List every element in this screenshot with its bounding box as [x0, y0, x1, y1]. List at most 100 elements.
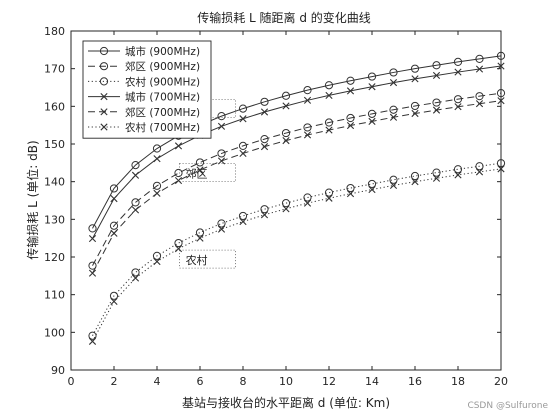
data-point — [389, 181, 398, 190]
data-point — [432, 98, 441, 107]
data-point — [411, 109, 419, 118]
y-tick-label: 180 — [44, 25, 65, 38]
data-point — [453, 165, 463, 174]
data-point — [217, 157, 226, 165]
data-point — [432, 106, 441, 114]
x-tick-label: 18 — [451, 375, 465, 388]
data-point — [174, 168, 183, 178]
data-point — [239, 218, 247, 226]
data-point — [88, 269, 97, 277]
data-point — [346, 113, 355, 123]
data-point — [131, 268, 140, 277]
data-point — [260, 143, 269, 151]
data-point — [281, 199, 291, 208]
data-point — [88, 261, 97, 270]
data-point — [239, 115, 247, 123]
data-point — [281, 128, 291, 138]
data-point — [389, 68, 398, 77]
legend-marker — [100, 108, 108, 116]
data-point — [109, 291, 119, 300]
data-point — [196, 166, 204, 174]
data-point — [238, 141, 248, 150]
data-point — [110, 195, 118, 203]
data-point — [324, 81, 334, 90]
legend-label: 郊区 (700MHz) — [125, 106, 200, 119]
y-tick-label: 140 — [44, 176, 65, 189]
annotation-label: 农村 — [186, 253, 208, 267]
legend-label: 城市 (700MHz) — [125, 91, 200, 104]
data-point — [88, 234, 97, 243]
data-point — [131, 160, 140, 170]
series-line — [92, 92, 502, 266]
data-point — [496, 51, 506, 60]
y-tick-label: 170 — [44, 63, 65, 76]
data-point — [410, 171, 420, 181]
legend-marker — [99, 77, 109, 86]
data-point — [389, 175, 398, 184]
series-5 — [88, 97, 505, 277]
data-point — [303, 131, 312, 139]
data-point — [281, 91, 291, 100]
data-point — [303, 86, 312, 95]
data-point — [153, 155, 161, 163]
data-point — [368, 185, 376, 194]
x-tick-label: 4 — [154, 375, 161, 388]
data-point — [453, 95, 463, 104]
data-point — [432, 71, 441, 80]
data-point — [496, 159, 506, 168]
data-point — [152, 251, 162, 260]
data-point — [454, 171, 462, 179]
series-line — [92, 65, 502, 239]
legend-label: 农村 (700MHz) — [125, 121, 200, 134]
data-point — [303, 199, 312, 207]
series-6 — [88, 165, 505, 345]
data-point — [153, 257, 161, 266]
data-point — [497, 165, 505, 173]
x-tick-label: 0 — [68, 375, 75, 388]
data-point — [325, 126, 333, 134]
data-point — [196, 234, 204, 242]
data-point — [174, 176, 183, 185]
data-point — [88, 224, 97, 233]
y-tick-label: 90 — [51, 364, 65, 377]
data-point — [260, 108, 269, 116]
data-point — [475, 54, 484, 63]
data-point — [497, 62, 505, 70]
data-point — [325, 91, 333, 99]
data-point — [303, 123, 312, 132]
data-point — [432, 174, 441, 182]
data-point — [411, 75, 419, 83]
legend: 城市 (900MHz) 郊区 (900MHz) 农村 (900MHz) 城市 (700… — [82, 40, 212, 139]
data-point — [389, 113, 398, 121]
y-tick-label: 100 — [44, 326, 65, 339]
data-point — [195, 228, 205, 237]
data-point — [217, 112, 226, 121]
data-point — [324, 188, 334, 197]
annotation-box — [179, 249, 236, 269]
data-point — [432, 168, 441, 177]
data-point — [453, 57, 463, 66]
data-point — [346, 121, 355, 130]
legend-marker — [99, 62, 109, 71]
data-point — [454, 103, 462, 111]
data-point — [282, 102, 290, 110]
data-point — [367, 179, 377, 189]
annotation-box — [179, 163, 236, 182]
data-point — [324, 118, 334, 127]
data-point — [303, 96, 312, 104]
data-point — [260, 97, 269, 106]
data-point — [217, 122, 226, 130]
x-tick-label: 12 — [322, 375, 336, 388]
data-point — [475, 168, 484, 176]
data-point — [109, 184, 119, 193]
data-point — [368, 83, 376, 91]
data-point — [367, 109, 377, 118]
data-point — [152, 144, 162, 153]
legend-box — [82, 40, 212, 139]
data-point — [131, 206, 140, 214]
data-point — [110, 297, 118, 306]
data-point — [153, 189, 161, 197]
data-point — [346, 190, 355, 198]
data-point — [110, 229, 118, 237]
